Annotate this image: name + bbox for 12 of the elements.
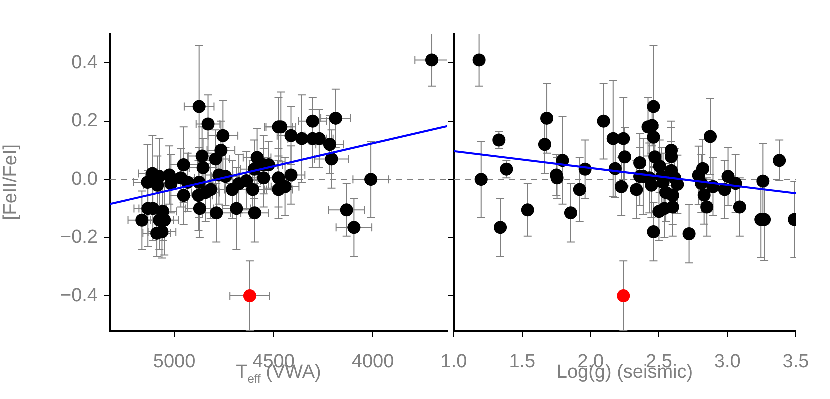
y-axis-title: [FeII/FeI]	[0, 144, 22, 221]
y-tick-label: 0.0	[72, 168, 98, 190]
x-tick-label: 1.0	[440, 352, 468, 373]
x-tick-label: 4000	[352, 352, 394, 373]
y-tick-label: 0.2	[72, 110, 98, 132]
x-tick-label: 5000	[153, 352, 196, 373]
x-tick-label: 3.0	[714, 352, 741, 373]
x-tick-label: 3.5	[782, 352, 810, 373]
x-tick-label: 1.5	[509, 352, 536, 373]
y-tick-label: −0.2	[60, 227, 98, 248]
y-tick-label: −0.4	[60, 285, 98, 306]
y-tick-label: 0.4	[72, 52, 98, 74]
